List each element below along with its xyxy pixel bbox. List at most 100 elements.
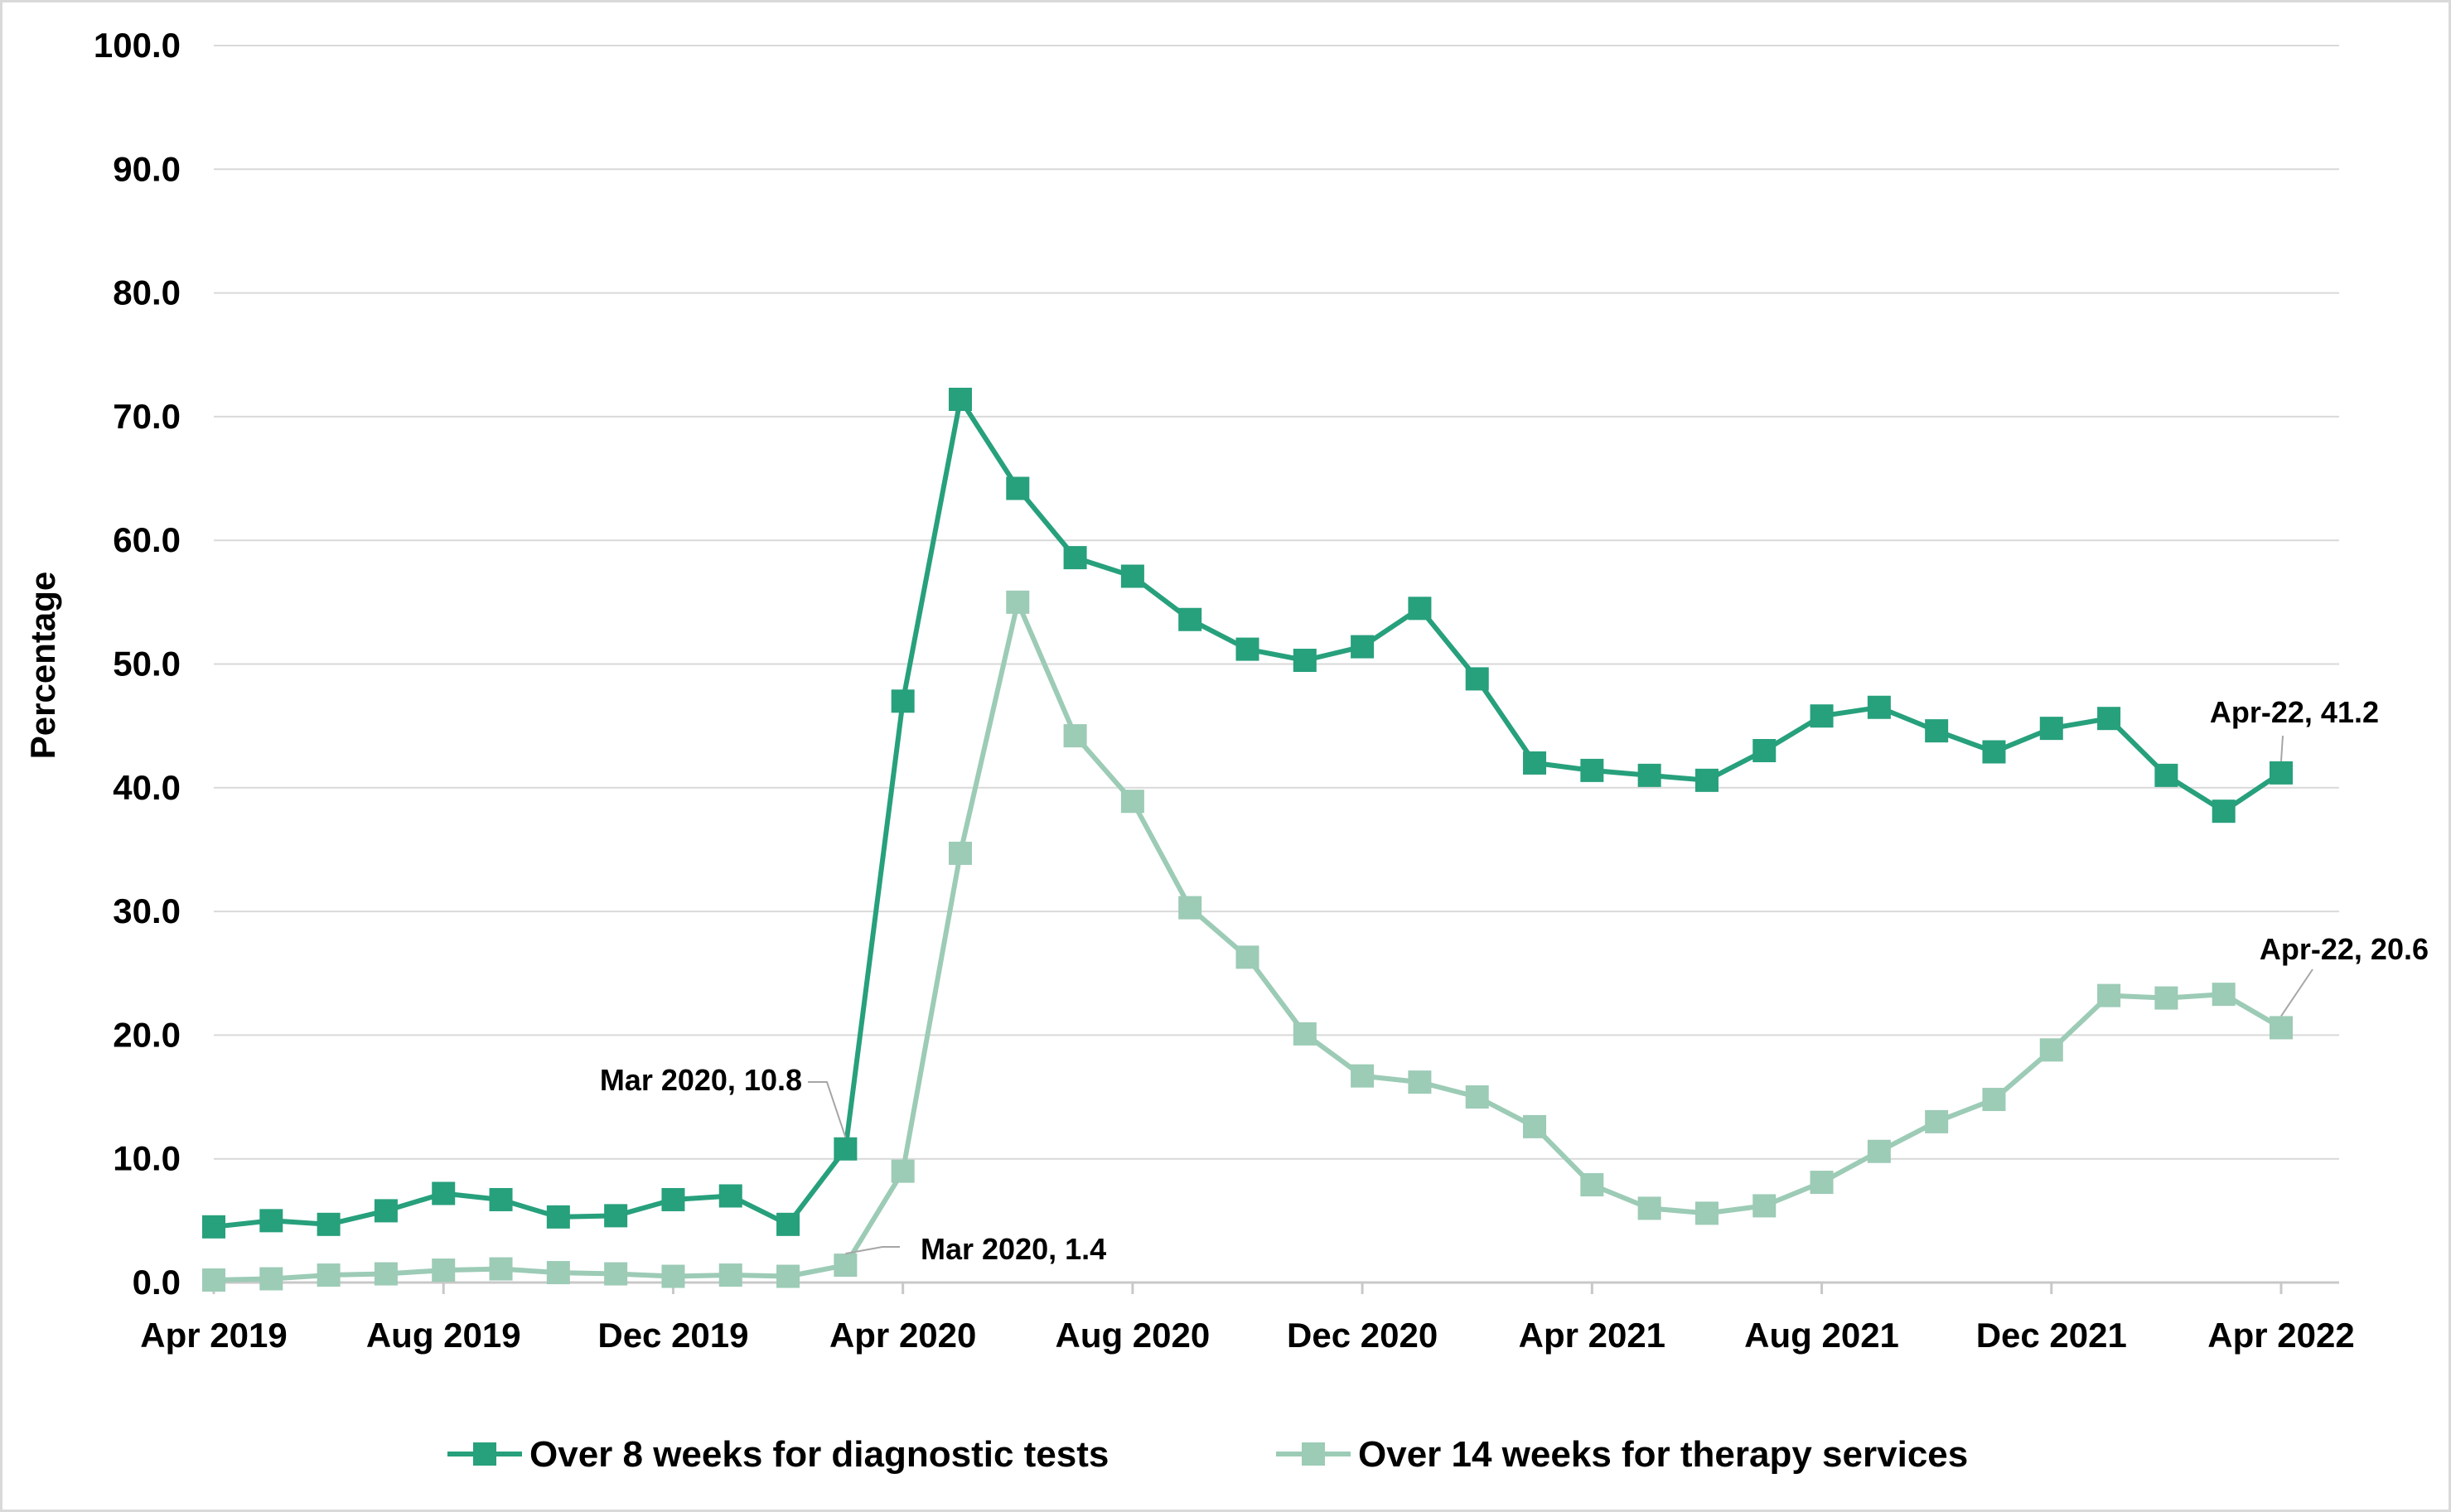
data-point-marker	[1580, 758, 1604, 782]
data-point-marker	[489, 1187, 513, 1211]
data-point-marker	[2270, 1016, 2293, 1040]
data-point-marker	[1293, 1022, 1317, 1046]
legend-label: Over 14 weeks for therapy services	[1358, 1434, 1968, 1475]
data-point-marker	[718, 1263, 742, 1287]
data-point-marker	[2097, 707, 2121, 731]
data-point-marker	[1235, 637, 1259, 661]
data-point-marker	[259, 1209, 283, 1233]
data-point-marker	[1810, 1171, 1834, 1195]
legend-label: Over 8 weeks for diagnostic tests	[529, 1434, 1109, 1475]
annotation-leader-line	[2280, 969, 2313, 1017]
y-tick-label: 60.0	[113, 520, 181, 559]
data-label: Apr-22, 20.6	[2260, 932, 2429, 966]
annotation-leader-line	[2280, 735, 2284, 761]
data-point-marker	[2154, 763, 2178, 787]
series-line	[213, 397, 2283, 1229]
y-tick-label: 50.0	[113, 645, 181, 684]
legend: Over 8 weeks for diagnostic tests Over 14…	[447, 1434, 1968, 1475]
x-tick-label: Aug 2019	[366, 1316, 521, 1355]
data-point-marker	[432, 1181, 456, 1205]
data-point-marker	[891, 1159, 915, 1183]
data-point-marker	[374, 1262, 398, 1286]
data-point-marker	[546, 1205, 570, 1229]
data-point-marker	[2097, 983, 2121, 1007]
y-tick-label: 0.0	[133, 1263, 181, 1302]
y-tick-label: 30.0	[113, 891, 181, 930]
data-point-marker	[1694, 1201, 1719, 1225]
data-point-marker	[1006, 476, 1030, 500]
x-tick-label: Dec 2021	[1976, 1316, 2127, 1355]
data-point-marker	[1752, 1194, 1777, 1218]
data-point-marker	[1465, 667, 1489, 691]
y-tick-label: 70.0	[113, 397, 181, 436]
y-tick-label: 90.0	[113, 149, 181, 188]
y-tick-label: 80.0	[113, 273, 181, 312]
data-point-marker	[1637, 763, 1661, 787]
data-point-marker	[1178, 896, 1202, 920]
data-label: Mar 2020, 1.4	[921, 1232, 1106, 1266]
data-point-marker	[1982, 740, 2006, 764]
axes: 0.0 10.0 20.0 30.0 40.0 50.0 60.0 70.0 80.0 90.0 1…	[23, 26, 2355, 1355]
data-point-marker	[202, 1268, 225, 1292]
data-point-marker	[1982, 1088, 2006, 1112]
annotations: Mar 2020, 10.8 Mar 2020, 1.4 Apr-22, 41.2 A…	[600, 695, 2429, 1266]
y-tick-label: 100.0	[94, 26, 181, 65]
data-point-marker	[834, 1137, 858, 1161]
data-point-marker	[374, 1199, 398, 1223]
data-point-marker	[317, 1212, 341, 1236]
y-axis-title: Percentage	[23, 572, 62, 759]
annotation-leader-line	[845, 1246, 900, 1255]
data-point-marker	[1351, 1064, 1375, 1088]
y-tick-label: 10.0	[113, 1139, 181, 1178]
data-point-marker	[661, 1264, 685, 1288]
data-point-marker	[1006, 590, 1030, 614]
data-point-marker	[1867, 695, 1891, 719]
data-point-marker	[1408, 597, 1432, 621]
data-point-marker	[1465, 1085, 1489, 1109]
data-point-marker	[2039, 717, 2063, 741]
data-point-marker	[259, 1267, 283, 1291]
gridlines	[214, 45, 2339, 1284]
data-point-marker	[1580, 1173, 1604, 1197]
data-point-marker	[489, 1257, 513, 1281]
y-tick-label: 20.0	[113, 1015, 181, 1054]
data-point-marker	[1120, 790, 1144, 814]
data-point-marker	[1063, 546, 1087, 570]
x-tick-label: Apr 2021	[1519, 1316, 1665, 1355]
data-point-marker	[1293, 649, 1317, 673]
data-point-marker	[604, 1262, 628, 1286]
data-point-marker	[948, 841, 972, 865]
x-tick-label: Apr 2019	[140, 1316, 287, 1355]
x-tick-label: Dec 2020	[1287, 1316, 1438, 1355]
x-tick-label: Dec 2019	[597, 1316, 748, 1355]
data-point-marker	[1637, 1196, 1661, 1220]
data-point-marker	[1063, 724, 1087, 748]
data-point-marker	[718, 1184, 742, 1208]
data-point-marker	[604, 1204, 628, 1228]
data-point-marker	[1408, 1070, 1432, 1094]
x-tick-label: Apr 2020	[829, 1316, 976, 1355]
data-point-marker	[1925, 719, 1949, 743]
data-label: Mar 2020, 10.8	[600, 1063, 802, 1097]
data-point-marker	[202, 1215, 225, 1239]
legend-swatch-marker	[1302, 1442, 1325, 1466]
data-point-marker	[776, 1212, 800, 1236]
data-point-marker	[2212, 983, 2236, 1007]
data-point-marker	[1925, 1109, 1949, 1133]
x-tick-label: Apr 2022	[2207, 1316, 2354, 1355]
data-point-marker	[834, 1254, 858, 1278]
data-point-marker	[432, 1258, 456, 1283]
data-point-marker	[1694, 768, 1719, 792]
data-point-marker	[317, 1263, 341, 1287]
data-point-marker	[2039, 1038, 2063, 1062]
x-tick-label: Aug 2020	[1056, 1316, 1211, 1355]
data-label: Apr-22, 41.2	[2210, 695, 2379, 729]
y-tick-label: 40.0	[113, 768, 181, 807]
data-point-marker	[1120, 564, 1144, 588]
x-tick-label: Aug 2021	[1744, 1316, 1899, 1355]
data-point-marker	[661, 1187, 685, 1211]
data-point-marker	[2212, 799, 2236, 824]
series-lines	[202, 387, 2293, 1292]
